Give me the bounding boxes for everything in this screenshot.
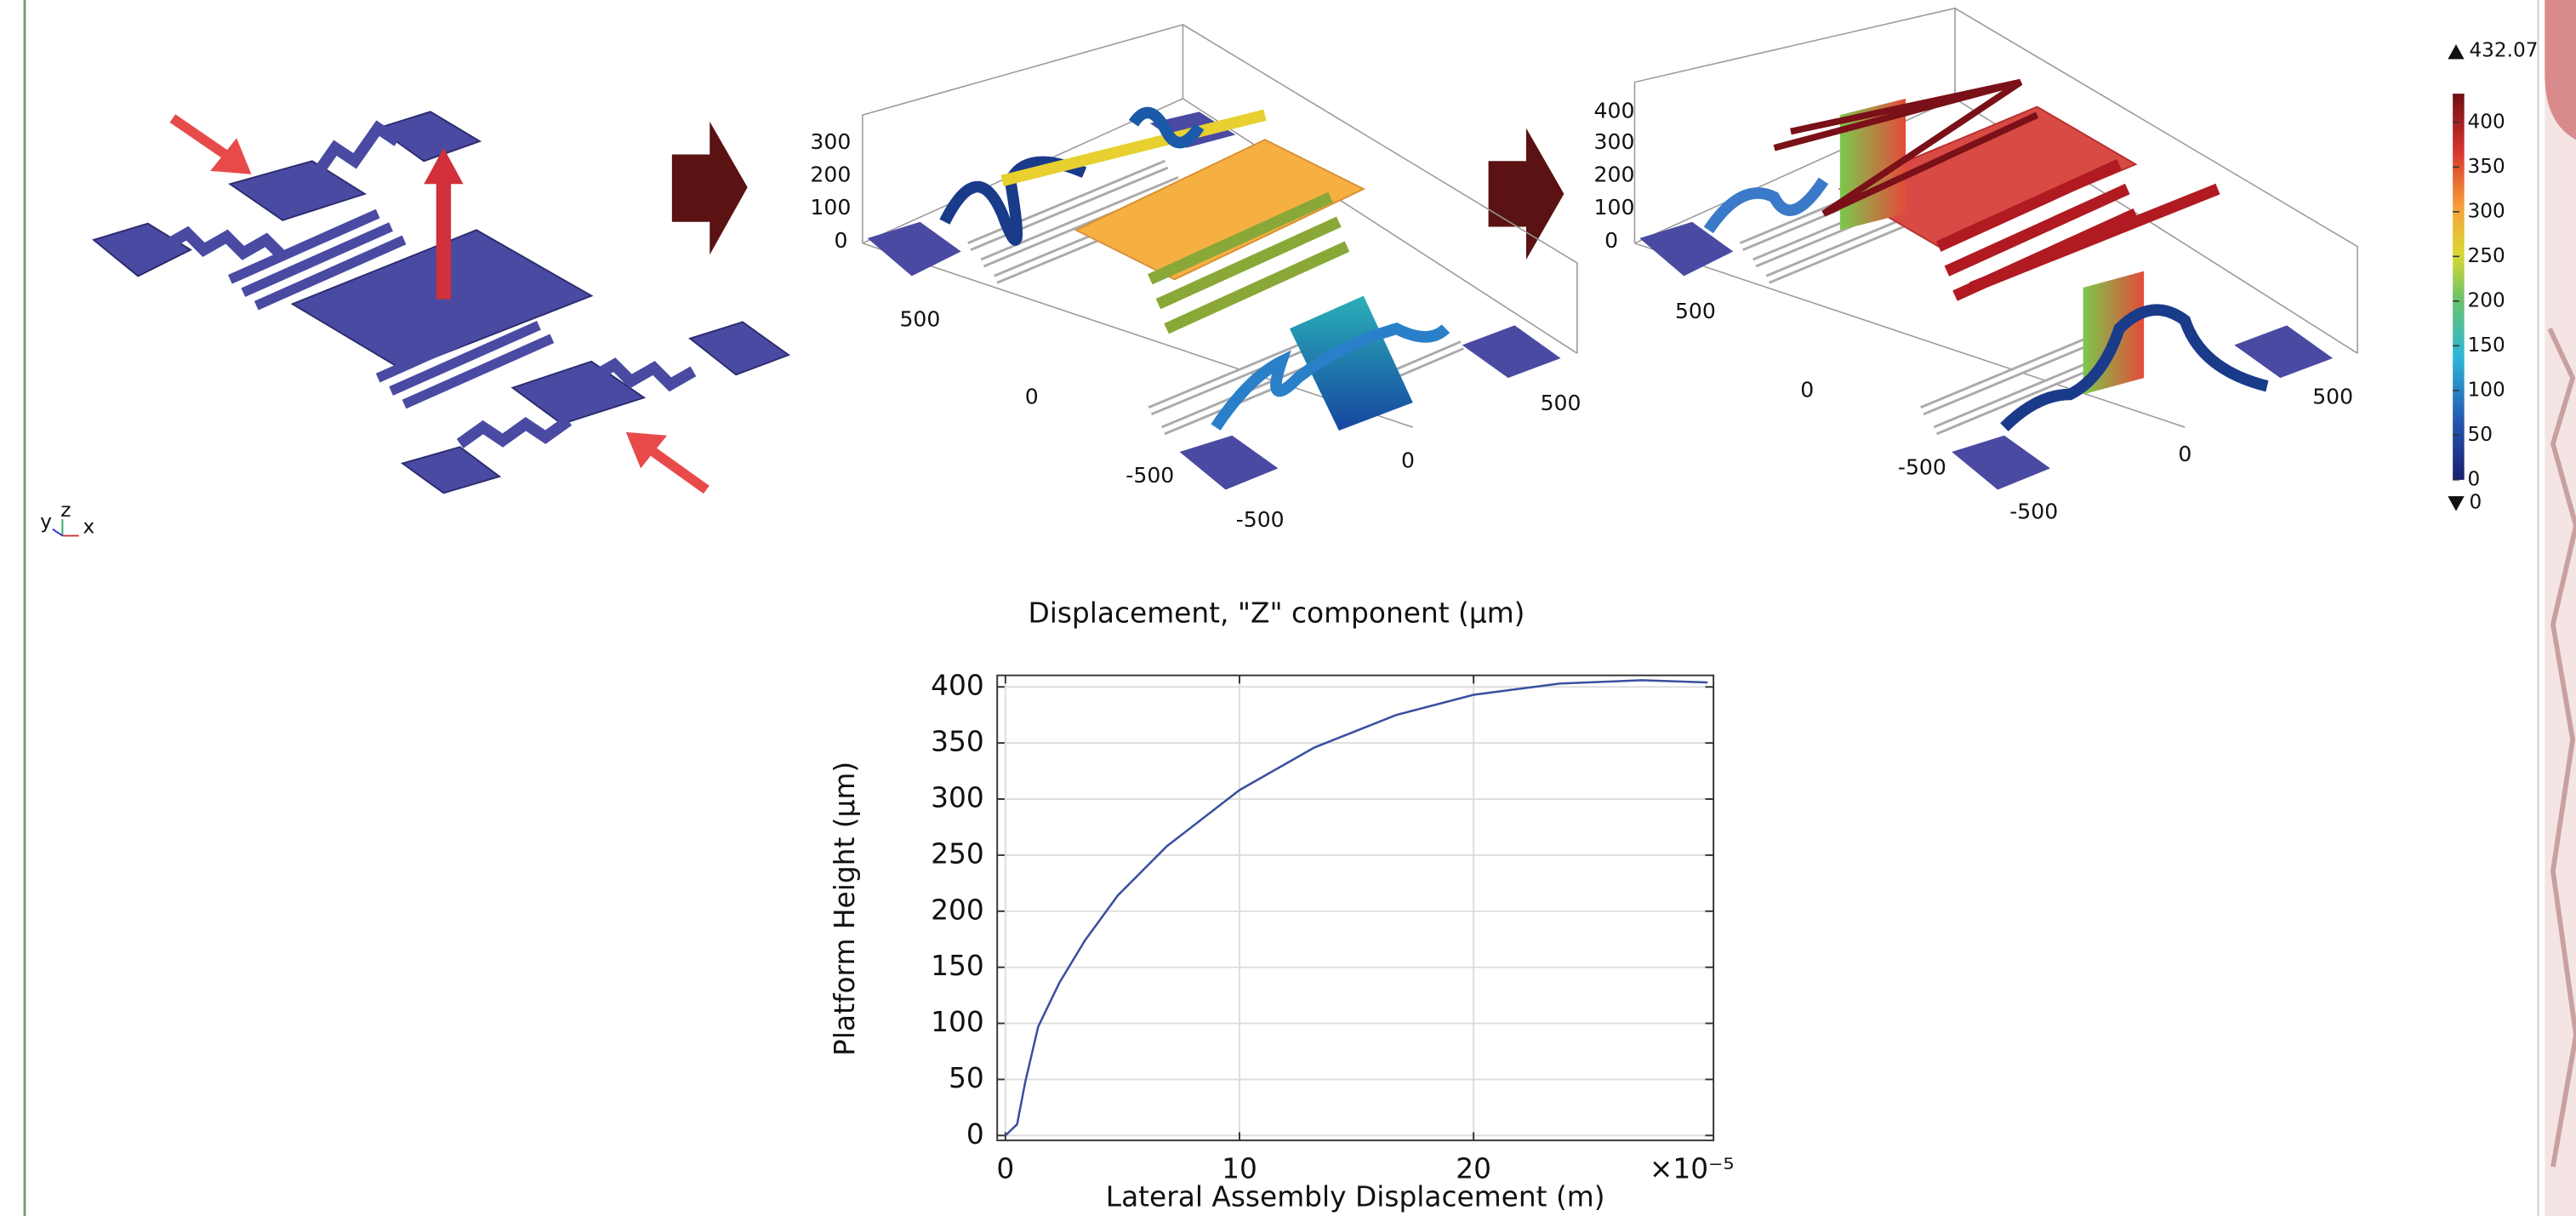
- z-tick-label-3d: 300: [1594, 129, 1635, 154]
- structure-right: [1639, 83, 2333, 490]
- y-tick-label: 400: [931, 670, 984, 702]
- min-marker: [2448, 496, 2464, 511]
- colorbar-tick-label: 150: [2468, 334, 2505, 357]
- y-tick-label: 350: [931, 726, 984, 758]
- z-tick-label-3d: 0: [1604, 228, 1618, 253]
- structure-mid: [868, 111, 1561, 489]
- colorbar-tick-label: 50: [2468, 423, 2493, 446]
- y-tick-label: 200: [931, 893, 984, 926]
- y-tick-label-3d: 0: [1800, 378, 1814, 402]
- colorbar-max: 432.07: [2469, 38, 2538, 61]
- colorbar-tick-label: 0: [2468, 467, 2481, 490]
- x-tick-label-3d: 500: [2312, 384, 2353, 408]
- z-tick-label-3d: 300: [810, 129, 851, 154]
- triad-label: x: [83, 515, 94, 538]
- step-arrow: [672, 122, 748, 254]
- x-tick-label-3d: 0: [2178, 442, 2191, 466]
- y-tick-label: 100: [931, 1006, 984, 1038]
- y-tick-label-3d: -500: [1126, 463, 1174, 488]
- x-multiplier: ×10⁻⁵: [1650, 1152, 1735, 1185]
- y-axis-label: Platform Height (µm): [829, 762, 861, 1056]
- triad-label: z: [60, 499, 71, 522]
- colorbar-min: 0: [2469, 490, 2482, 513]
- y-tick-label: 300: [931, 782, 984, 814]
- y-tick-label: 50: [949, 1062, 984, 1094]
- y-tick-label: 0: [966, 1118, 984, 1150]
- z-tick-label-3d: 0: [835, 228, 848, 253]
- axis-triad: [53, 519, 79, 535]
- colorbar-tick-label: 200: [2468, 288, 2505, 311]
- x-tick-label: 20: [1456, 1152, 1491, 1185]
- y-tick-label-3d: 0: [1025, 384, 1039, 408]
- colorbar-tick-label: 350: [2468, 155, 2505, 178]
- colorbar: [2453, 94, 2465, 480]
- colorbar-tick-label: 250: [2468, 244, 2505, 267]
- colorbar-tick-label: 400: [2468, 110, 2505, 133]
- y-tick-label: 250: [931, 837, 984, 870]
- x-tick-label-3d: 0: [1401, 448, 1415, 473]
- x-tick-label-3d: -500: [2009, 499, 2058, 523]
- colorbar-tick-label: 100: [2468, 378, 2505, 401]
- max-marker: [2448, 44, 2464, 59]
- y-tick-label: 150: [931, 950, 984, 982]
- y-tick-label-3d: -500: [1898, 454, 1946, 479]
- plot-frame: [997, 676, 1713, 1140]
- z-tick-label-3d: 200: [810, 163, 851, 187]
- z-tick-label-3d: 100: [1594, 195, 1635, 220]
- x-axis-label: Lateral Assembly Displacement (m): [1106, 1180, 1605, 1213]
- y-tick-label-3d: 500: [1675, 299, 1716, 323]
- page: 432.07 0 Displacement, "Z" component (µm…: [0, 0, 2576, 1216]
- z-tick-label-3d: 200: [1594, 163, 1635, 187]
- x-tick-label: 0: [996, 1152, 1014, 1185]
- colorbar-tick-label: 300: [2468, 199, 2505, 222]
- x-tick-label-3d: -500: [1236, 507, 1285, 532]
- x-tick-label-3d: 500: [1541, 391, 1582, 415]
- y-tick-label-3d: 500: [899, 307, 940, 332]
- side-strip: [2545, 0, 2576, 1216]
- chart-title: Displacement, "Z" component (µm): [1028, 597, 1525, 630]
- x-tick-label: 10: [1222, 1152, 1257, 1185]
- data-line: [1006, 680, 1707, 1135]
- triad-label: y: [40, 511, 52, 534]
- step-arrow: [1489, 128, 1564, 260]
- z-tick-label-3d: 400: [1594, 98, 1635, 123]
- z-tick-label-3d: 100: [810, 195, 851, 220]
